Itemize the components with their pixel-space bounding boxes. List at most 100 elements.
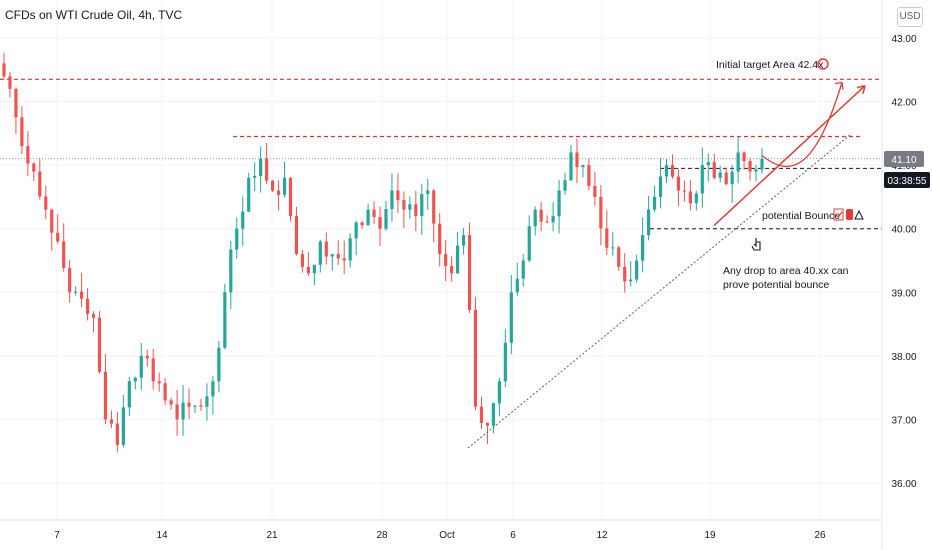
candle-body[interactable]: [551, 216, 555, 223]
candle-body[interactable]: [569, 152, 573, 181]
candle-body[interactable]: [521, 260, 525, 279]
candle-body[interactable]: [730, 171, 734, 185]
candle-body[interactable]: [646, 209, 651, 236]
candle-body[interactable]: [694, 193, 698, 204]
candle-body[interactable]: [652, 196, 657, 210]
candle-body[interactable]: [635, 260, 639, 280]
candle-body[interactable]: [611, 247, 615, 249]
candle-body[interactable]: [533, 209, 537, 227]
candle-body[interactable]: [432, 190, 436, 224]
candle-body[interactable]: [330, 254, 334, 257]
projection-arrow-line[interactable]: [713, 85, 866, 227]
drop-annotation-line1[interactable]: Any drop to area 40.xx can: [723, 265, 849, 277]
candle-body[interactable]: [712, 162, 716, 178]
candle-body[interactable]: [205, 396, 209, 407]
candle-body[interactable]: [342, 258, 346, 261]
candle-body[interactable]: [20, 117, 24, 147]
candle-body[interactable]: [336, 254, 340, 259]
candle-body[interactable]: [79, 291, 84, 299]
candle-body[interactable]: [276, 190, 281, 195]
candle-body[interactable]: [103, 371, 108, 420]
candle-body[interactable]: [300, 254, 305, 267]
candle-body[interactable]: [32, 163, 36, 172]
candle-body[interactable]: [366, 209, 370, 226]
candle-body[interactable]: [754, 169, 758, 172]
drop-annotation-line2[interactable]: prove potential bounce: [723, 279, 829, 291]
candle-body[interactable]: [193, 405, 197, 407]
target-annotation[interactable]: Initial target Area 42.4x: [716, 59, 824, 71]
candle-body[interactable]: [38, 171, 42, 197]
candle-body[interactable]: [259, 158, 263, 177]
candle-body[interactable]: [539, 209, 543, 222]
candle-body[interactable]: [461, 235, 466, 246]
candle-body[interactable]: [581, 165, 585, 168]
candle-body[interactable]: [247, 177, 251, 212]
candle-body[interactable]: [163, 383, 167, 401]
candle-body[interactable]: [599, 196, 603, 229]
candle-body[interactable]: [145, 355, 149, 359]
candle-body[interactable]: [629, 279, 633, 282]
candle-body[interactable]: [515, 278, 519, 293]
candle-body[interactable]: [605, 228, 609, 248]
candle-body[interactable]: [127, 381, 131, 408]
candle-body[interactable]: [139, 355, 143, 378]
candle-body[interactable]: [390, 190, 394, 210]
candle-body[interactable]: [402, 200, 406, 210]
candle-body[interactable]: [473, 309, 478, 407]
candle-body[interactable]: [760, 158, 764, 170]
candle-body[interactable]: [62, 241, 66, 269]
candle-body[interactable]: [282, 177, 287, 195]
candle-body[interactable]: [235, 228, 239, 250]
candle-body[interactable]: [396, 190, 400, 201]
candle-body[interactable]: [354, 222, 358, 239]
candle-body[interactable]: [44, 196, 48, 210]
candle-body[interactable]: [372, 209, 376, 217]
candle-body[interactable]: [563, 180, 567, 191]
candle-body[interactable]: [670, 165, 675, 177]
candle-body[interactable]: [14, 88, 18, 118]
candle-body[interactable]: [8, 76, 12, 89]
candle-body[interactable]: [85, 298, 90, 315]
time-axis[interactable]: 7 14 21 28 Oct 6 12 19 26: [54, 530, 826, 541]
candle-body[interactable]: [265, 158, 269, 181]
candle-body[interactable]: [748, 161, 752, 172]
candle-body[interactable]: [56, 232, 60, 242]
candle-body[interactable]: [109, 419, 114, 424]
candle-body[interactable]: [420, 194, 424, 216]
candle-body[interactable]: [26, 146, 30, 164]
candle-body[interactable]: [151, 358, 155, 382]
candle-body[interactable]: [348, 238, 352, 261]
candle-body[interactable]: [378, 216, 382, 229]
candle-body[interactable]: [676, 176, 681, 191]
candle-body[interactable]: [187, 402, 191, 407]
candle-body[interactable]: [467, 235, 472, 310]
candle-body[interactable]: [121, 407, 125, 445]
candle-body[interactable]: [545, 221, 549, 223]
candle-body[interactable]: [587, 165, 591, 186]
candle-body[interactable]: [426, 190, 430, 195]
ascending-trendline[interactable]: [467, 132, 853, 449]
candle-body[interactable]: [157, 381, 161, 384]
candle-body[interactable]: [229, 249, 233, 293]
candle-body[interactable]: [718, 172, 722, 178]
candle-body[interactable]: [324, 241, 328, 257]
candle-body[interactable]: [617, 247, 621, 267]
candle-body[interactable]: [575, 152, 579, 168]
candle-body[interactable]: [557, 190, 561, 217]
candle-body[interactable]: [74, 291, 78, 293]
candle-body[interactable]: [294, 216, 299, 255]
candle-body[interactable]: [444, 254, 448, 267]
candle-body[interactable]: [485, 422, 490, 426]
candle-body[interactable]: [288, 177, 293, 217]
candle-body[interactable]: [318, 241, 322, 265]
bounce-curve-arrow[interactable]: [761, 82, 843, 168]
candle-body[interactable]: [2, 63, 6, 77]
candle-body[interactable]: [270, 180, 275, 191]
candle-body[interactable]: [133, 377, 137, 382]
candle-body[interactable]: [658, 176, 663, 197]
candle-body[interactable]: [175, 404, 179, 420]
candle-body[interactable]: [593, 185, 597, 197]
candle-body[interactable]: [450, 266, 454, 274]
candle-body[interactable]: [217, 347, 221, 382]
candle-body[interactable]: [253, 176, 257, 178]
